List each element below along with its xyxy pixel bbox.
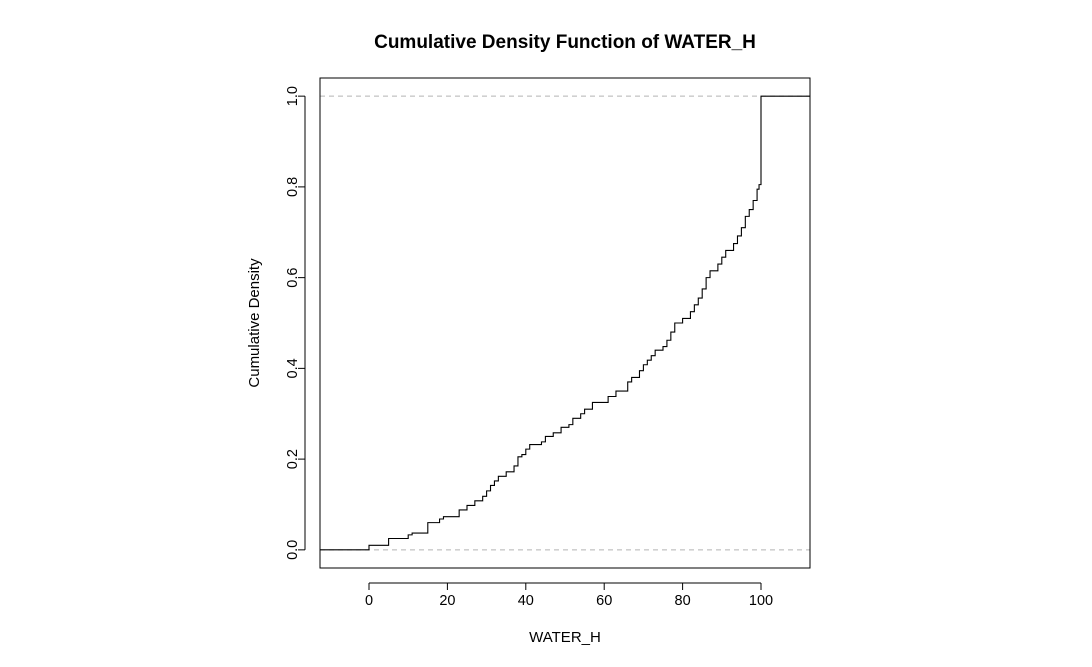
x-axis-label: WATER_H	[529, 629, 601, 646]
y-tick-label: 0.6	[285, 268, 301, 288]
plot-frame	[319, 77, 811, 569]
x-tick-label: 80	[675, 593, 691, 609]
y-tick-label: 1.0	[285, 86, 301, 106]
x-tick-label: 60	[596, 593, 612, 609]
x-tick-label: 40	[518, 593, 534, 609]
y-tick-label: 0.8	[285, 177, 301, 197]
y-tick-label: 0.0	[285, 540, 301, 560]
x-tick-label: 100	[749, 593, 773, 609]
cdf-series-line-0	[320, 95, 810, 551]
y-tick-label: 0.2	[285, 449, 301, 469]
x-tick-label: 0	[365, 593, 373, 609]
plot-area: 0 20 40 60 80 100 0.0 0.2 0.4 0.6 0.8 1.0	[285, 77, 811, 609]
y-axis-label: Cumulative Density	[246, 258, 263, 388]
y-tick-label: 0.4	[285, 358, 301, 378]
chart-title: Cumulative Density Function of WATER_H	[374, 32, 756, 53]
x-tick-label: 20	[439, 593, 455, 609]
